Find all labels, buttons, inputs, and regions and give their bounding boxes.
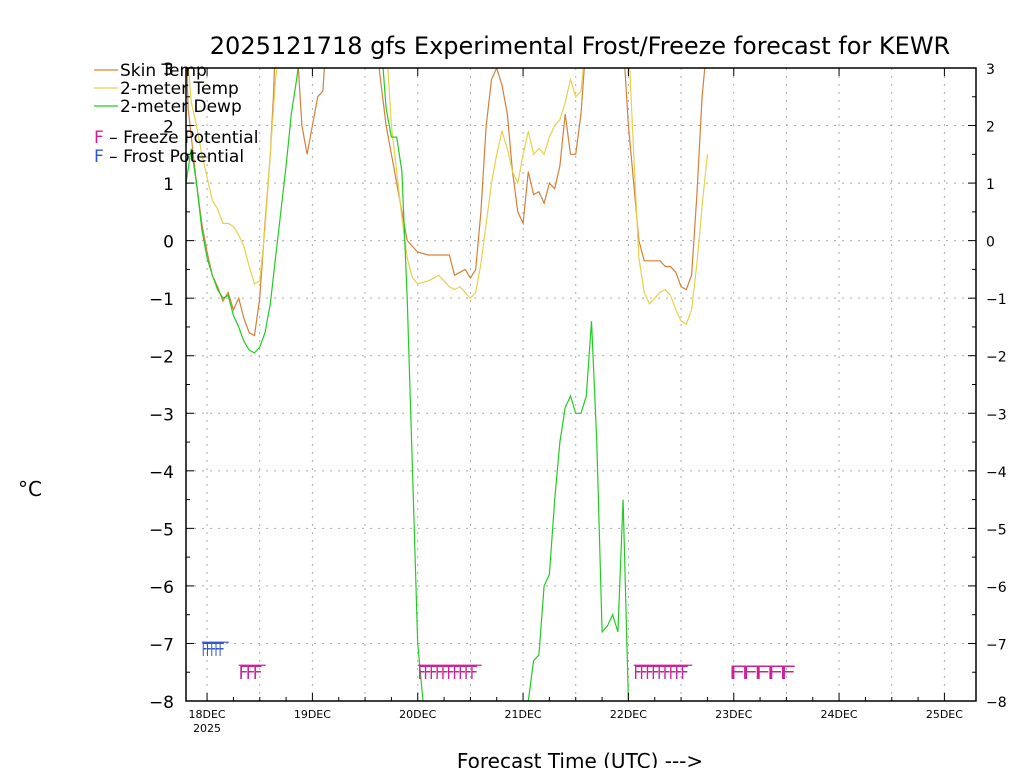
freeze-marker: FFFFFFFFF (634, 662, 688, 684)
y-tick-label-right: −7 (986, 637, 1007, 653)
freeze-marker: FFFFFFFFFF (418, 662, 477, 684)
y-tick-label-right: 1 (986, 177, 995, 193)
freeze-marker: FFFFF (728, 662, 794, 684)
y-tick-label-right: −5 (986, 522, 1007, 538)
potential-markers: FFFFFFFF FFFFFFFFFF FFFFFFFFF FFFFF (201, 639, 798, 684)
series-line-temp (387, 68, 584, 300)
chart-title: 2025121718 gfs Experimental Frost/Freeze… (210, 32, 950, 60)
y-tick-label-left: 2 (163, 118, 174, 138)
x-tick-label: 19DEC (294, 708, 331, 721)
y-tick-label-right: 0 (986, 235, 995, 251)
series-line-skin (378, 68, 585, 280)
y-tick-label-right: −2 (986, 350, 1007, 366)
y-tick-label-right: −4 (986, 465, 1007, 481)
legend-freeze-potential: F – Freeze Potential (94, 128, 258, 148)
series-lines (186, 68, 708, 701)
y-tick-label-right: −3 (986, 407, 1007, 423)
x-axis-label: Forecast Time (UTC) ---> (457, 749, 703, 768)
legend-label-temp: 2-meter Temp (120, 79, 239, 99)
y-tick-label-left: 3 (163, 60, 174, 80)
freeze-marker: FFF (239, 662, 262, 684)
y-tick-label-left: −3 (149, 405, 174, 425)
y-tick-label-left: 0 (163, 233, 174, 253)
series-line-skin (624, 68, 706, 291)
series-line-dewp (186, 68, 299, 354)
x-tick-sublabel: 2025 (193, 722, 221, 735)
y-tick-label-left: 1 (163, 175, 174, 195)
y-tick-label-left: −6 (149, 578, 174, 598)
series-line-temp (187, 68, 278, 285)
plot-frame (185, 67, 977, 702)
legend-frost-potential: F – Frost Potential (94, 147, 244, 167)
y-axis-left: 3 2 1 0 −1 −2 −3 −4 −5 −6 −7 −8 (149, 60, 194, 713)
y-tick-label-right: −1 (986, 292, 1007, 308)
y-tick-label-left: −1 (149, 290, 174, 310)
y-tick-label-left: −7 (149, 635, 174, 655)
y-tick-label-right: 2 (986, 120, 995, 136)
x-tick-label: 23DEC (715, 708, 752, 721)
x-tick-label: 25DEC (926, 708, 963, 721)
x-tick-label: 22DEC (610, 708, 647, 721)
y-tick-label-left: −5 (149, 520, 174, 540)
legend-label-dewp: 2-meter Dewp (120, 97, 242, 117)
series-line-temp (629, 68, 708, 325)
series-line-skin (297, 68, 325, 155)
legend-label-skin: Skin Temp (120, 61, 207, 81)
frost-marker: FFFFF (202, 639, 224, 661)
series-line-dewp (527, 321, 629, 701)
series-line-dewp (382, 68, 424, 701)
x-tick-label: 18DEC (189, 708, 226, 721)
y-tick-label-left: −2 (149, 348, 174, 368)
x-tick-label: 21DEC (505, 708, 542, 721)
y-tick-label-right: −6 (986, 580, 1007, 596)
y-tick-label-left: −8 (149, 693, 174, 713)
y-axis-label: °C (18, 477, 42, 501)
y-axis-right: 3 2 1 0 −1 −2 −3 −4 −5 −6 −7 −8 (968, 62, 1007, 711)
y-tick-label-right: 3 (986, 62, 995, 78)
x-tick-label: 24DEC (821, 708, 858, 721)
x-tick-label: 20DEC (399, 708, 436, 721)
y-tick-label-left: −4 (149, 463, 174, 483)
grid (186, 68, 976, 701)
y-tick-label-right: −8 (986, 695, 1007, 711)
